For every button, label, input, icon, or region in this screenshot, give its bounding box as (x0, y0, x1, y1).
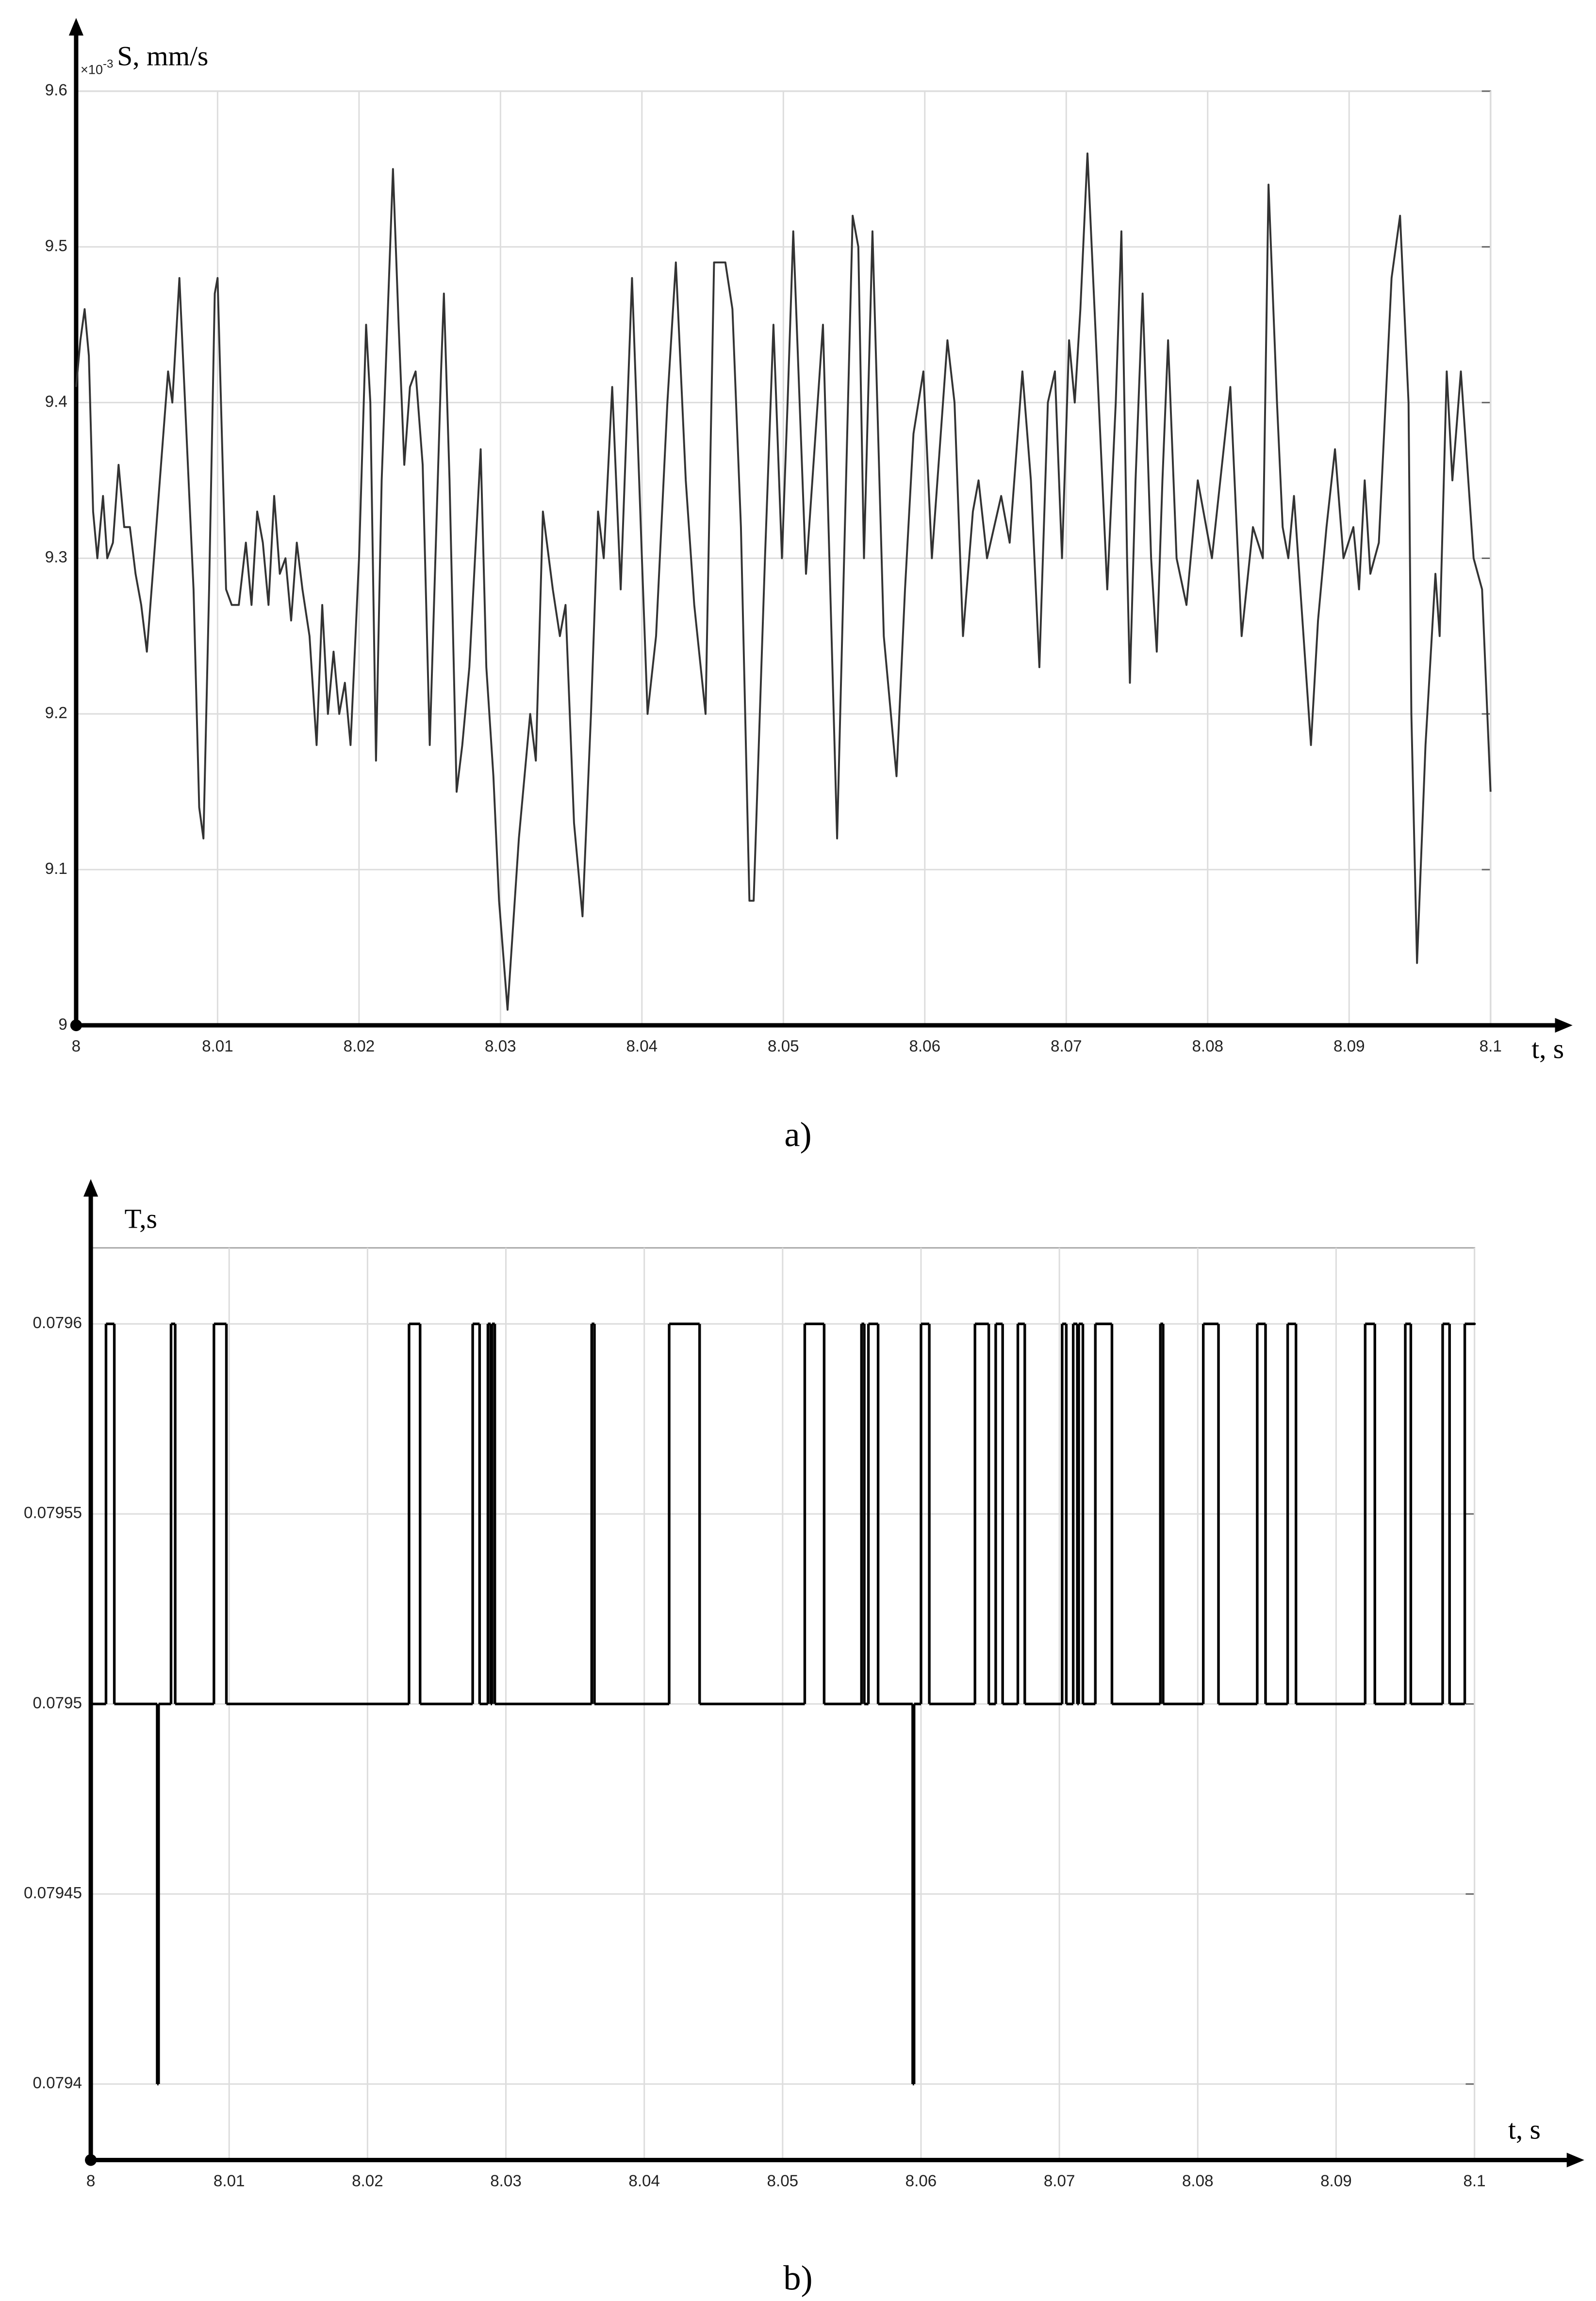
origin-dot (85, 2154, 97, 2166)
y-tick-label: 0.07945 (24, 1884, 82, 1902)
y-tick-label: 9.3 (45, 548, 67, 566)
y-tick-label: 0.0794 (33, 2074, 82, 2092)
y-axis-arrow (83, 1179, 99, 1197)
x-tick-label: 8.06 (909, 1037, 941, 1055)
x-tick-label: 8.08 (1192, 1037, 1223, 1055)
y-tick-label: 0.0796 (33, 1314, 82, 1332)
x-tick-label: 8.06 (905, 2172, 937, 2190)
x-tick-label: 8.03 (485, 1037, 516, 1055)
y-multiplier-base: ×10 (81, 62, 103, 77)
x-tick-label: 8.05 (768, 1037, 799, 1055)
caption: a) (784, 1115, 811, 1154)
y-axis-label: T,s (124, 1204, 157, 1234)
y-tick-label: 9 (58, 1016, 67, 1034)
x-tick-label: 8.1 (1480, 1037, 1502, 1055)
y-tick-label: 9.1 (45, 860, 67, 878)
y-tick-label: 9.6 (45, 82, 67, 99)
y-multiplier: ×10-3 (81, 58, 114, 77)
origin-dot (70, 1019, 82, 1032)
x-tick-label: 8.04 (628, 2172, 660, 2190)
x-tick-label: 8.04 (626, 1037, 658, 1055)
x-tick-label: 8.02 (344, 1037, 375, 1055)
caption: b) (783, 2258, 812, 2298)
x-axis-arrow (1566, 2153, 1584, 2168)
y-multiplier-exponent: -3 (103, 58, 113, 71)
y-tick-label: 9.5 (45, 237, 67, 255)
y-axis-arrow (68, 18, 83, 36)
y-axis-label: S, mm/s (117, 41, 208, 72)
x-axis-label: t, s (1508, 2114, 1541, 2145)
step-end (1473, 1322, 1476, 1326)
x-axis-label: t, s (1531, 1034, 1564, 1064)
y-tick-label: 9.4 (45, 393, 67, 411)
x-tick-label: 8.03 (490, 2172, 522, 2190)
x-tick-label: 8.01 (202, 1037, 233, 1055)
x-tick-label: 8.08 (1182, 2172, 1214, 2190)
y-tick-label: 0.07955 (24, 1504, 82, 1522)
x-tick-label: 8.09 (1320, 2172, 1352, 2190)
x-tick-label: 8.05 (767, 2172, 799, 2190)
x-tick-label: 8.09 (1333, 1037, 1365, 1055)
y-tick-label: 9.2 (45, 704, 67, 722)
x-tick-label: 8.07 (1044, 2172, 1075, 2190)
x-tick-label: 8 (72, 1037, 81, 1055)
x-tick-label: 8.1 (1463, 2172, 1485, 2190)
x-tick-label: 8.01 (214, 2172, 245, 2190)
data-line (75, 152, 1492, 1011)
x-tick-label: 8.07 (1051, 1037, 1082, 1055)
x-tick-label: 8 (86, 2172, 95, 2190)
y-tick-label: 0.0795 (33, 1694, 82, 1712)
x-axis-arrow (1555, 1018, 1573, 1033)
x-tick-label: 8.02 (352, 2172, 383, 2190)
